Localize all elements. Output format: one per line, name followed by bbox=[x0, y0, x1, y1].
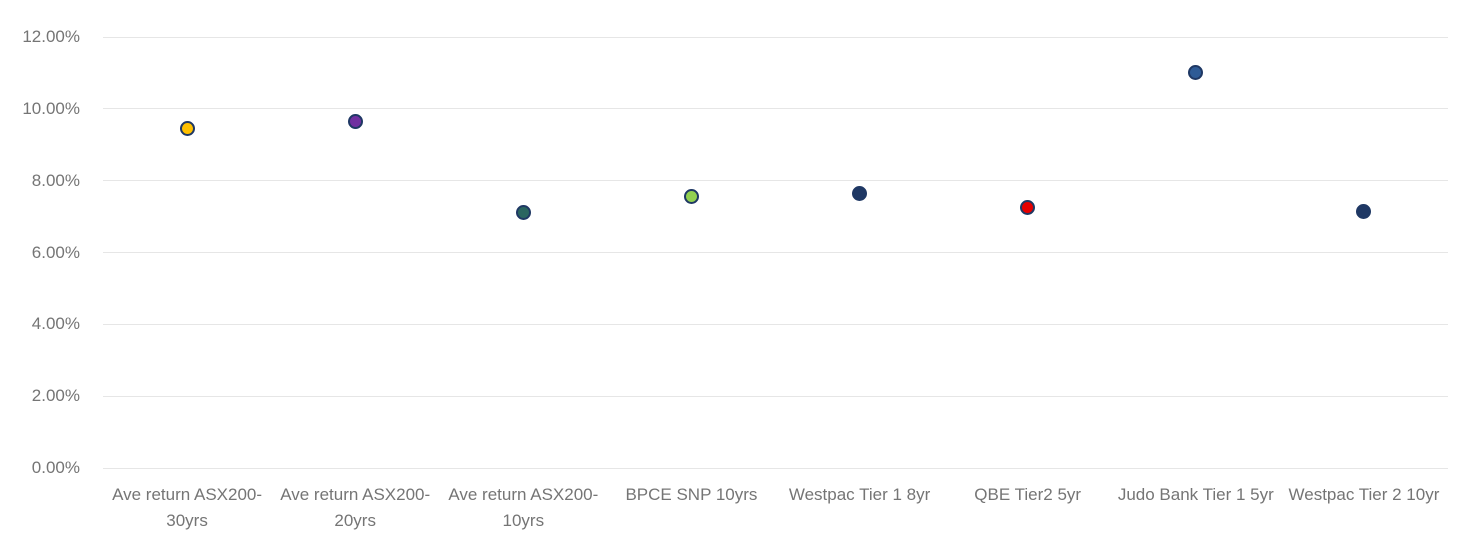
y-axis-tick-label: 2.00% bbox=[31, 386, 80, 406]
y-axis-tick-label: 12.00% bbox=[22, 27, 80, 46]
x-axis-category-label: Westpac Tier 1 8yr bbox=[788, 485, 931, 504]
plot-area bbox=[103, 36, 1448, 469]
data-point[interactable] bbox=[515, 205, 531, 221]
data-point[interactable] bbox=[683, 189, 699, 205]
data-point[interactable] bbox=[1020, 200, 1036, 216]
x-axis-category-label: Ave return ASX200-20yrs bbox=[280, 485, 431, 530]
x-axis-category-label: Ave return ASX200-10yrs bbox=[448, 485, 599, 530]
y-axis-tick-label: 8.00% bbox=[31, 170, 80, 190]
x-axis-category-label: Ave return ASX200-30yrs bbox=[112, 485, 263, 530]
x-axis-category-label: QBE Tier2 5yr bbox=[974, 485, 1082, 504]
y-axis-tick-label: 0.00% bbox=[31, 458, 80, 477]
data-point[interactable] bbox=[1356, 203, 1372, 219]
data-point[interactable] bbox=[852, 185, 868, 201]
gridline bbox=[103, 467, 1448, 469]
gridline bbox=[103, 395, 1448, 397]
data-point[interactable] bbox=[179, 121, 195, 137]
y-axis: 0.00% 2.00% 4.00% 6.00% 8.00% 10.00% 12.00% bbox=[0, 27, 80, 477]
gridline bbox=[103, 252, 1448, 253]
gridline bbox=[103, 36, 1448, 38]
gridline bbox=[103, 180, 1448, 182]
y-axis-tick-label: 6.00% bbox=[31, 242, 80, 262]
data-point[interactable] bbox=[347, 113, 363, 129]
x-axis-category-label: Westpac Tier 2 10yr bbox=[1288, 485, 1440, 504]
gridline bbox=[103, 108, 1448, 110]
x-axis-category-label: Judo Bank Tier 1 5yr bbox=[1117, 485, 1274, 504]
x-axis: Ave return ASX200-30yrs Ave return ASX200… bbox=[103, 482, 1448, 534]
y-axis-tick-label: 10.00% bbox=[22, 98, 80, 118]
y-axis-tick-label: 4.00% bbox=[31, 314, 80, 334]
data-point[interactable] bbox=[1188, 65, 1204, 81]
x-axis-category-label: BPCE SNP 10yrs bbox=[625, 485, 758, 504]
gridline bbox=[103, 323, 1448, 325]
